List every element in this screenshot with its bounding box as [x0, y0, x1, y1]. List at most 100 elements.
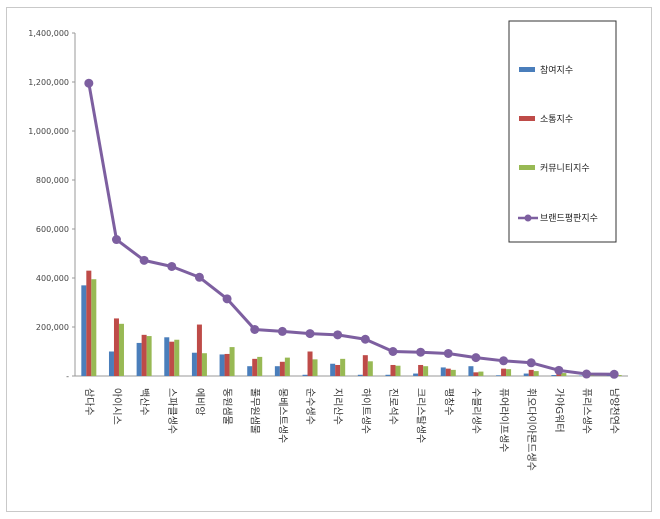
- bar-참여지수: [468, 366, 474, 376]
- category-label: 동원샘물: [221, 388, 233, 425]
- y-tick-label: 600,000: [36, 225, 69, 234]
- legend-box: [508, 20, 617, 243]
- bar-커뮤니티지수: [506, 369, 512, 376]
- bar-커뮤니티지수: [146, 336, 152, 376]
- line-point: [609, 369, 619, 379]
- bar-커뮤니티지수: [174, 339, 180, 376]
- bar-참여지수: [302, 374, 308, 376]
- bar-참여지수: [330, 363, 336, 376]
- y-tick-label: 1,000,000: [28, 127, 69, 136]
- y-tick-label: 1,400,000: [28, 29, 69, 38]
- category-label: 남양천연수: [608, 388, 620, 434]
- bar-소통지수: [445, 368, 451, 376]
- bar-소통지수: [196, 324, 202, 376]
- legend-swatch-커뮤니티지수: [519, 165, 535, 170]
- bar-커뮤니티지수: [395, 365, 401, 376]
- line-point: [222, 294, 232, 304]
- bar-커뮤니티지수: [340, 358, 346, 376]
- legend-swatch-소통지수: [519, 116, 535, 121]
- bar-커뮤니티지수: [91, 279, 97, 376]
- category-label: 진로석수: [387, 388, 399, 425]
- category-label: 하이트생수: [359, 388, 372, 434]
- bar-참여지수: [247, 366, 253, 376]
- legend-label: 소통지수: [540, 114, 573, 125]
- bar-소통지수: [473, 372, 479, 376]
- bar-커뮤니티지수: [201, 353, 207, 376]
- bar-커뮤니티지수: [561, 373, 567, 376]
- category-label: 퓨리스생수: [581, 388, 593, 434]
- line-point: [416, 347, 426, 357]
- line-point: [84, 78, 94, 88]
- category-label: 휘오다이아몬드생수: [525, 388, 537, 471]
- category-label: 삼다수: [83, 388, 95, 416]
- bar-참여지수: [523, 373, 529, 376]
- line-point: [554, 365, 564, 375]
- line-point: [167, 261, 177, 271]
- category-label: 아이시스: [110, 388, 122, 425]
- chart-frame: [6, 7, 652, 512]
- bar-커뮤니티지수: [229, 347, 235, 376]
- bar-소통지수: [528, 369, 534, 376]
- bar-소통지수: [86, 270, 92, 376]
- bar-참여지수: [413, 373, 419, 376]
- bar-참여지수: [496, 375, 502, 376]
- bar-커뮤니티지수: [423, 366, 429, 376]
- category-label: 평창수: [442, 388, 454, 416]
- bar-커뮤니티지수: [284, 357, 290, 376]
- bar-소통지수: [307, 351, 313, 376]
- category-label: 풀무원샘물: [249, 388, 261, 434]
- category-label: 퓨어라이프생수: [498, 388, 510, 452]
- line-point: [305, 329, 315, 339]
- line-point: [194, 272, 204, 282]
- legend-swatch-참여지수: [519, 67, 535, 72]
- bar-소통지수: [141, 334, 147, 376]
- legend-label: 참여지수: [540, 64, 573, 76]
- bar-참여지수: [219, 354, 225, 376]
- bar-참여지수: [108, 351, 114, 376]
- category-label: 순수생수: [304, 388, 316, 425]
- category-label: 수블리생수: [470, 388, 482, 434]
- bar-참여지수: [551, 375, 557, 376]
- bar-소통지수: [224, 353, 230, 376]
- bar-커뮤니티지수: [312, 359, 318, 376]
- category-label: 가야G워터: [553, 388, 566, 433]
- bar-소통지수: [390, 364, 396, 376]
- bar-참여지수: [274, 366, 280, 376]
- y-tick-label: 200,000: [36, 323, 69, 332]
- legend-label: 커뮤니티지수: [540, 163, 590, 174]
- line-point: [443, 348, 453, 358]
- bar-소통지수: [279, 361, 285, 376]
- bar-커뮤니티지수: [118, 323, 124, 376]
- bar-참여지수: [357, 374, 363, 376]
- bar-소통지수: [169, 341, 175, 376]
- y-tick-label: 400,000: [36, 274, 69, 283]
- bar-소통지수: [362, 355, 368, 376]
- bar-커뮤니티지수: [450, 369, 456, 376]
- line-point: [111, 235, 121, 245]
- legend-label: 브랜드평판지수: [540, 213, 598, 224]
- category-label: 백산수: [138, 388, 150, 416]
- line-series-브랜드평판지수: [87, 82, 615, 376]
- category-label: 지리산수: [332, 388, 344, 425]
- line-point: [277, 326, 287, 336]
- line-point: [582, 369, 592, 379]
- bar-소통지수: [418, 364, 424, 376]
- bar-커뮤니티지수: [257, 356, 263, 376]
- category-label: 몽베스트생수: [276, 388, 288, 443]
- bar-소통지수: [335, 364, 341, 376]
- line-point: [360, 334, 370, 344]
- line-point: [471, 353, 481, 363]
- category-label: 에비앙: [193, 388, 205, 416]
- line-point: [388, 347, 398, 356]
- bar-커뮤니티지수: [478, 371, 484, 376]
- category-label: 크리스탈생수: [415, 388, 428, 443]
- bar-커뮤니티지수: [367, 361, 373, 376]
- bar-소통지수: [113, 318, 119, 376]
- bar-참여지수: [81, 285, 87, 376]
- bar-소통지수: [252, 358, 258, 376]
- line-point: [526, 358, 536, 368]
- y-tick-label: 1,200,000: [28, 78, 69, 87]
- legend-marker: [524, 214, 532, 222]
- bar-참여지수: [164, 337, 170, 376]
